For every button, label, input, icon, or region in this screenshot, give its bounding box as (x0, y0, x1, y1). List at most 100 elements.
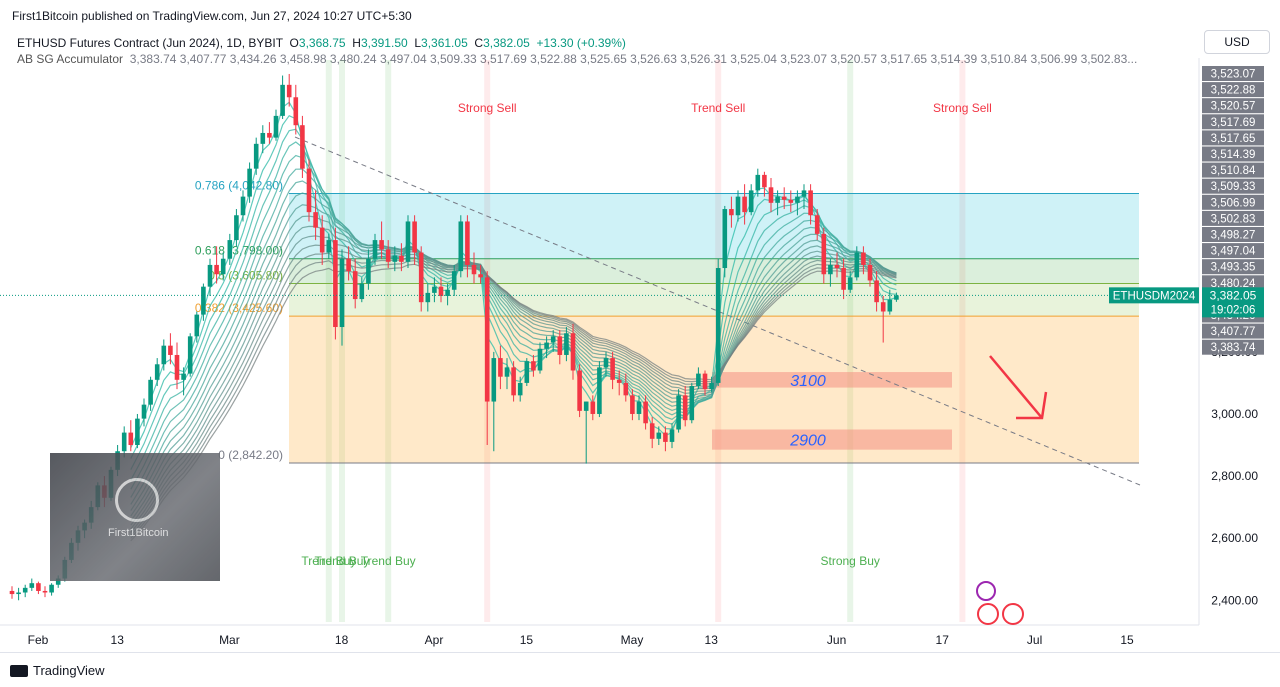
tradingview-logo-icon (10, 664, 28, 677)
indicator-axis-box-12 (1202, 259, 1264, 275)
open-value: 3,368.75 (298, 36, 346, 50)
candle-body-51 (346, 258, 351, 272)
candle-body-18 (128, 432, 134, 446)
candle-74 (498, 345, 503, 390)
candle-body-36 (247, 168, 252, 197)
candle-126 (841, 258, 846, 300)
candle-body-130 (867, 264, 873, 281)
signal-label-6: Strong Buy (821, 554, 880, 568)
candle-39 (267, 122, 272, 144)
candle-body-86 (577, 370, 582, 411)
fib-label-0.618: 0.618 (3,798.00) (195, 244, 283, 258)
close-value: 3,382.05 (483, 36, 530, 50)
candle-64 (432, 277, 437, 303)
candle-body-81 (544, 342, 549, 349)
candle-123 (821, 227, 827, 284)
ribbon-line-17 (130, 192, 897, 511)
time-tick-9: 17 (936, 633, 950, 647)
ribbon-line-21 (130, 215, 897, 522)
currency-button[interactable]: USD (1204, 30, 1270, 54)
candle-132 (880, 295, 886, 343)
indicator-axis-box-8 (1202, 194, 1264, 210)
candle-body-74 (498, 358, 503, 377)
countdown-label: 19:02:06 (1211, 304, 1256, 316)
fib-label-0: 0 (2,842.20) (218, 448, 283, 462)
candle-body-60 (405, 221, 411, 262)
candle-body-49 (333, 240, 338, 328)
target-zone-2900 (712, 429, 952, 450)
candle-body-48 (326, 240, 332, 253)
candle-17 (121, 426, 127, 458)
indicator-name[interactable]: AB SG Accumulator (17, 52, 124, 66)
indicator-axis-box-16 (1202, 323, 1264, 339)
candle-body-58 (392, 255, 398, 262)
candle-4 (36, 581, 41, 595)
symbol-title[interactable]: ETHUSD Futures Contract (Jun 2024), 1D, … (17, 36, 283, 50)
indicator-axis-label-7: 3,509.33 (1211, 181, 1256, 193)
open-label: O (289, 36, 299, 50)
fib-zone-0 (289, 193, 1139, 259)
candle-34 (234, 209, 239, 247)
candle-body-106 (709, 382, 714, 390)
candle-body-79 (531, 361, 536, 371)
candle-body-117 (781, 196, 787, 200)
symbol-legend-row: ETHUSD Futures Contract (Jun 2024), 1D, … (17, 35, 1137, 51)
candle-6 (49, 583, 54, 596)
candle-5 (42, 586, 48, 598)
candle-78 (524, 358, 530, 387)
low-label: L (414, 36, 422, 50)
candle-55 (372, 233, 378, 265)
candle-98 (656, 426, 662, 446)
signal-label-3: Trend Buy (301, 554, 356, 568)
candle-body-96 (643, 401, 648, 424)
indicator-axis-label-3: 3,517.69 (1211, 117, 1256, 129)
candle-105 (702, 370, 708, 396)
candle-body-80 (537, 348, 543, 371)
candle-body-59 (399, 255, 404, 262)
time-axis: Feb 13 Mar 18 Apr 15 May 13 Jun 17 Jul 15 (0, 624, 1199, 647)
candle-body-26 (181, 373, 186, 380)
candle-body-114 (762, 174, 767, 188)
candle-body-2 (22, 587, 28, 593)
candle-20 (141, 398, 147, 427)
candle-29 (201, 283, 206, 321)
candle-body-7 (55, 578, 61, 585)
candle-body-78 (524, 361, 530, 383)
tradingview-brand[interactable]: TradingView (10, 663, 105, 678)
candle-body-38 (260, 132, 266, 144)
candle-body-25 (174, 354, 180, 380)
candle-body-66 (445, 289, 450, 296)
candle-76 (511, 361, 516, 402)
candle-body-123 (821, 233, 827, 275)
candle-94 (630, 389, 635, 421)
candle-80 (537, 342, 543, 374)
indicator-axis-label-2: 3,520.57 (1211, 101, 1256, 113)
candle-83 (557, 330, 563, 365)
candle-body-91 (610, 358, 615, 380)
candle-127 (847, 271, 853, 293)
author-watermark: First1Bitcoin (50, 453, 220, 581)
candle-82 (550, 330, 556, 352)
candle-130 (867, 258, 873, 287)
candle-body-102 (682, 395, 688, 421)
indicator-axis-box-3 (1202, 114, 1264, 130)
candle-body-68 (458, 221, 464, 272)
candle-body-122 (814, 215, 820, 234)
projection-arrow (989, 355, 1048, 420)
target-zone-label-2900: 2900 (789, 433, 826, 450)
candle-27 (187, 333, 193, 377)
candle-body-22 (154, 364, 160, 380)
candle-63 (425, 283, 431, 312)
candle-body-23 (161, 345, 167, 365)
candle-131 (874, 271, 879, 312)
candle-66 (445, 283, 450, 306)
indicator-axis-label-13: 3,480.24 (1211, 278, 1256, 290)
candle-77 (517, 376, 523, 402)
candle-body-85 (570, 333, 576, 371)
candle-body-39 (267, 132, 272, 138)
candle-116 (775, 190, 780, 216)
candle-body-129 (861, 252, 866, 265)
candle-58 (392, 246, 398, 272)
bitcoin-logo-icon (115, 478, 159, 522)
